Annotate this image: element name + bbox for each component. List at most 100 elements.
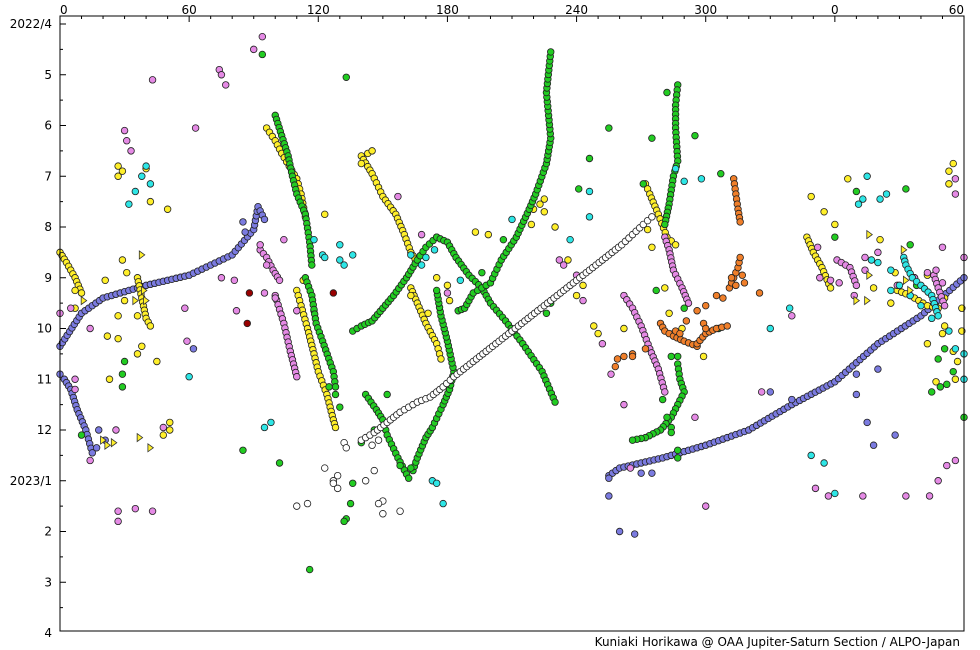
data-point: [934, 312, 942, 320]
data-point: [895, 281, 904, 290]
data-point-triangle: [902, 275, 910, 286]
data-point: [527, 220, 536, 229]
axes-layer: 0 60 120 180 240 300 0 60 2022/4 5 6 7 8 9 10 11 12 2023/…: [10, 3, 965, 640]
data-point: [166, 418, 174, 427]
data-point-triangle: [110, 437, 118, 448]
data-point: [835, 279, 843, 287]
data-point: [445, 296, 454, 305]
data-point: [114, 162, 122, 170]
data-point: [340, 261, 348, 269]
data-point: [945, 327, 953, 335]
data-point: [723, 322, 731, 330]
x-tick-label: 60: [949, 3, 964, 17]
data-point: [643, 225, 652, 234]
data-point: [702, 324, 710, 333]
data-point: [732, 281, 740, 290]
data-point: [112, 426, 120, 434]
data-point: [342, 444, 350, 452]
data-point: [717, 170, 725, 178]
data-point: [882, 190, 891, 198]
data-point: [383, 390, 391, 399]
data-point-triangle: [864, 295, 871, 306]
y-tick-label: 12: [37, 423, 52, 437]
data-point: [628, 436, 637, 444]
data-point: [852, 187, 861, 196]
data-point: [125, 200, 133, 208]
data-point: [663, 413, 671, 422]
data-point: [615, 527, 624, 536]
data-point: [788, 395, 796, 404]
data-point: [148, 76, 157, 84]
data-point: [940, 345, 949, 353]
data-point: [120, 126, 129, 135]
data-point: [852, 281, 861, 290]
y-tick-label: 4: [44, 626, 52, 640]
data-point: [183, 337, 191, 345]
data-point: [439, 499, 447, 508]
data-point: [813, 243, 822, 251]
data-point: [118, 256, 127, 264]
data-point: [736, 218, 744, 226]
data-point-triangle: [136, 432, 144, 443]
data-point-triangle: [80, 295, 88, 306]
data-point: [340, 517, 348, 526]
data-point: [661, 220, 669, 229]
data-point: [831, 220, 839, 229]
data-point: [159, 431, 168, 439]
data-point: [807, 451, 815, 460]
data-point-triangle: [866, 270, 873, 280]
data-point: [536, 200, 544, 208]
data-point: [396, 507, 404, 515]
y-tick-label: 9: [44, 271, 52, 285]
data-point: [674, 454, 682, 462]
data-point-triangle: [853, 295, 861, 306]
data-point: [598, 340, 607, 348]
data-point: [407, 464, 415, 472]
data-point: [869, 284, 878, 292]
data-point: [943, 461, 951, 470]
data-point: [321, 210, 329, 219]
data-point: [852, 370, 861, 378]
data-point: [86, 324, 94, 333]
data-point: [697, 175, 706, 183]
data-point: [361, 477, 370, 485]
data-point: [275, 459, 284, 467]
data-point: [663, 88, 671, 97]
data-point: [103, 332, 112, 340]
data-point: [258, 50, 267, 59]
data-point: [293, 502, 301, 510]
data-point: [67, 304, 75, 312]
data-point: [71, 286, 79, 295]
data-point: [951, 456, 960, 465]
data-point: [852, 390, 861, 399]
data-point: [766, 324, 774, 333]
data-point: [607, 370, 615, 378]
data-point: [146, 197, 155, 206]
data-point: [699, 352, 708, 361]
data-point: [547, 48, 555, 56]
data-point: [928, 314, 936, 323]
data-point: [641, 345, 650, 353]
data-point: [925, 492, 934, 500]
data-point: [585, 213, 594, 221]
data-point-triangle: [147, 442, 155, 453]
data-point: [626, 464, 635, 472]
data-point: [648, 469, 656, 477]
data-point: [71, 375, 79, 383]
data-point: [118, 383, 127, 391]
data-point: [917, 301, 925, 310]
data-point: [564, 256, 572, 264]
data-point: [639, 180, 647, 188]
data-point: [239, 218, 247, 226]
data-point: [605, 124, 613, 132]
data-point: [321, 464, 329, 472]
data-point: [945, 167, 953, 175]
data-point: [260, 215, 269, 224]
data-point: [874, 248, 882, 257]
data-point: [230, 276, 239, 284]
x-tick-label: 60: [182, 3, 197, 17]
data-point: [333, 471, 342, 480]
data-point: [755, 289, 764, 297]
data-point: [146, 322, 155, 330]
data-point: [820, 208, 828, 216]
